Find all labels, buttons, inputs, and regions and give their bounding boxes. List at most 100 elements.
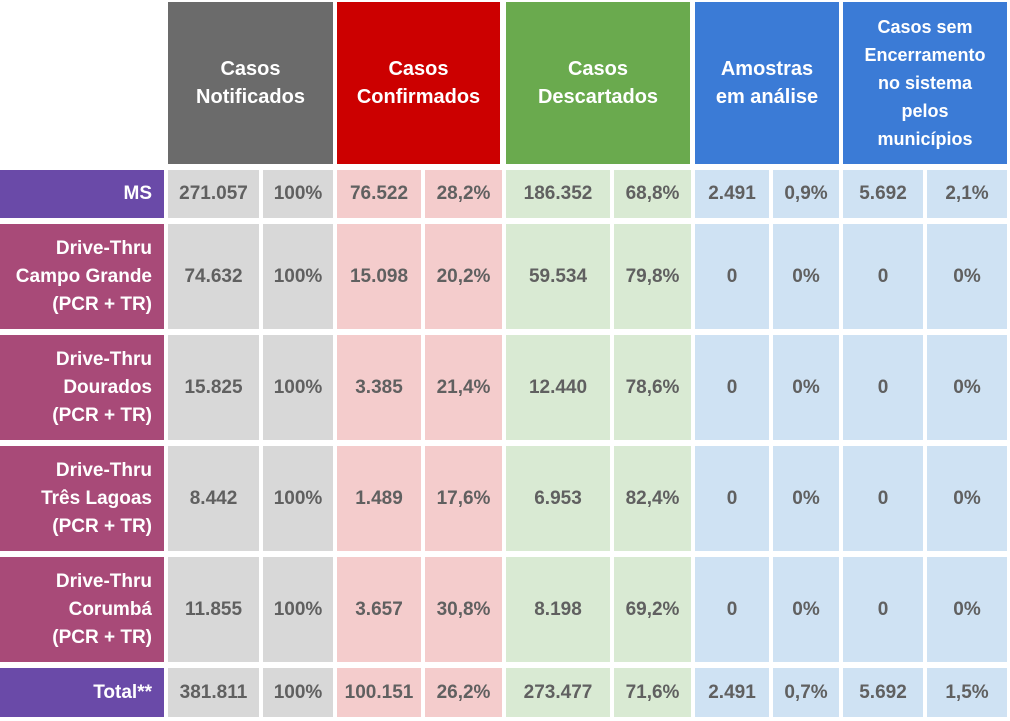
header-casos-confirmados: Casos Confirmados [337, 2, 500, 164]
header-text: Casos Notificados [196, 55, 305, 111]
sem-encerramento-pct: 0% [927, 224, 1007, 329]
notificados-pct: 100% [263, 335, 333, 440]
notificados-count: 271.057 [168, 170, 259, 218]
descartados-count: 273.477 [506, 668, 610, 717]
text-line: MS [123, 183, 153, 204]
notificados-count: 11.855 [168, 557, 259, 662]
header-text: Amostras em análise [716, 55, 818, 111]
analise-pct: 0,9% [773, 170, 839, 218]
sem-encerramento-count: 5.692 [843, 668, 923, 717]
descartados-count: 59.534 [506, 224, 610, 329]
confirmados-pct: 28,2% [425, 170, 502, 218]
text-line: Casos [220, 58, 281, 80]
text-line: pelos [901, 101, 949, 121]
confirmados-count: 3.657 [337, 557, 421, 662]
row-label-text: Drive-Thru Três Lagoas (PCR + TR) [41, 457, 152, 541]
notificados-count: 8.442 [168, 446, 259, 551]
row-label: Drive-Thru Campo Grande (PCR + TR) [0, 224, 164, 329]
text-line: Drive-Thru [55, 348, 152, 370]
notificados-pct: 100% [263, 668, 333, 717]
text-line: Casos [567, 58, 629, 80]
confirmados-count: 3.385 [337, 335, 421, 440]
text-line: (PCR + TR) [52, 404, 152, 426]
analise-pct: 0% [773, 557, 839, 662]
sem-encerramento-pct: 0% [927, 335, 1007, 440]
row-label: Total** [0, 668, 164, 717]
text-line: Total** [93, 681, 152, 703]
sem-encerramento-pct: 0% [927, 446, 1007, 551]
text-line: Três Lagoas [41, 487, 152, 509]
header-amostras-em-analise: Amostras em análise [695, 2, 839, 164]
text-line: em análise [715, 86, 819, 108]
text-line: Dourados [63, 376, 152, 398]
confirmados-pct: 30,8% [425, 557, 502, 662]
row-label: Drive-Thru Três Lagoas (PCR + TR) [0, 446, 164, 551]
row-label-text: Drive-Thru Campo Grande (PCR + TR) [16, 235, 152, 319]
confirmados-pct: 21,4% [425, 335, 502, 440]
confirmados-count: 100.151 [337, 668, 421, 717]
analise-pct: 0% [773, 446, 839, 551]
header-casos-sem-encerramento: Casos sem Encerramento no sistema pelos muni… [843, 2, 1007, 164]
analise-count: 2.491 [695, 170, 769, 218]
header-casos-descartados: Casos Descartados [506, 2, 690, 164]
notificados-count: 15.825 [168, 335, 259, 440]
descartados-pct: 71,6% [614, 668, 691, 717]
header-text: Casos sem Encerramento no sistema pelos muni… [864, 13, 985, 153]
text-line: Amostras [720, 58, 814, 80]
sem-encerramento-pct: 2,1% [927, 170, 1007, 218]
row-label: Drive-Thru Dourados (PCR + TR) [0, 335, 164, 440]
sem-encerramento-count: 0 [843, 557, 923, 662]
row-label-text: MS [124, 180, 153, 208]
notificados-count: 74.632 [168, 224, 259, 329]
text-line: Casos [388, 58, 449, 80]
analise-count: 0 [695, 446, 769, 551]
sem-encerramento-pct: 1,5% [927, 668, 1007, 717]
sem-encerramento-count: 5.692 [843, 170, 923, 218]
confirmados-count: 76.522 [337, 170, 421, 218]
notificados-pct: 100% [263, 446, 333, 551]
row-label: MS [0, 170, 164, 218]
header-casos-notificados: Casos Notificados [168, 2, 333, 164]
text-line: municípios [877, 129, 973, 149]
analise-count: 0 [695, 224, 769, 329]
confirmados-pct: 20,2% [425, 224, 502, 329]
text-line: Encerramento [864, 45, 986, 65]
sem-encerramento-count: 0 [843, 224, 923, 329]
analise-pct: 0% [773, 335, 839, 440]
sem-encerramento-count: 0 [843, 335, 923, 440]
descartados-count: 8.198 [506, 557, 610, 662]
analise-pct: 0,7% [773, 668, 839, 717]
text-line: Campo Grande [15, 265, 152, 287]
descartados-count: 186.352 [506, 170, 610, 218]
text-line: Drive-Thru [55, 570, 152, 592]
row-label-text: Total** [93, 679, 152, 707]
sem-encerramento-count: 0 [843, 446, 923, 551]
text-line: Drive-Thru [55, 459, 152, 481]
header-text: Casos Descartados [538, 55, 658, 111]
text-line: Confirmados [356, 86, 481, 108]
text-line: Drive-Thru [55, 237, 152, 259]
header-text: Casos Confirmados [357, 55, 480, 111]
confirmados-count: 15.098 [337, 224, 421, 329]
analise-count: 0 [695, 557, 769, 662]
row-label-text: Drive-Thru Corumbá (PCR + TR) [52, 568, 152, 652]
descartados-count: 6.953 [506, 446, 610, 551]
descartados-pct: 69,2% [614, 557, 691, 662]
notificados-count: 381.811 [168, 668, 259, 717]
text-line: Notificados [196, 86, 305, 108]
analise-pct: 0% [773, 224, 839, 329]
confirmados-pct: 17,6% [425, 446, 502, 551]
descartados-pct: 79,8% [614, 224, 691, 329]
notificados-pct: 100% [263, 224, 333, 329]
text-line: (PCR + TR) [52, 515, 152, 537]
text-line: (PCR + TR) [52, 626, 152, 648]
text-line: (PCR + TR) [52, 293, 152, 315]
text-line: Corumbá [68, 598, 152, 620]
descartados-pct: 82,4% [614, 446, 691, 551]
descartados-count: 12.440 [506, 335, 610, 440]
confirmados-count: 1.489 [337, 446, 421, 551]
notificados-pct: 100% [263, 557, 333, 662]
text-line: Casos sem [877, 17, 973, 37]
row-label: Drive-Thru Corumbá (PCR + TR) [0, 557, 164, 662]
notificados-pct: 100% [263, 170, 333, 218]
